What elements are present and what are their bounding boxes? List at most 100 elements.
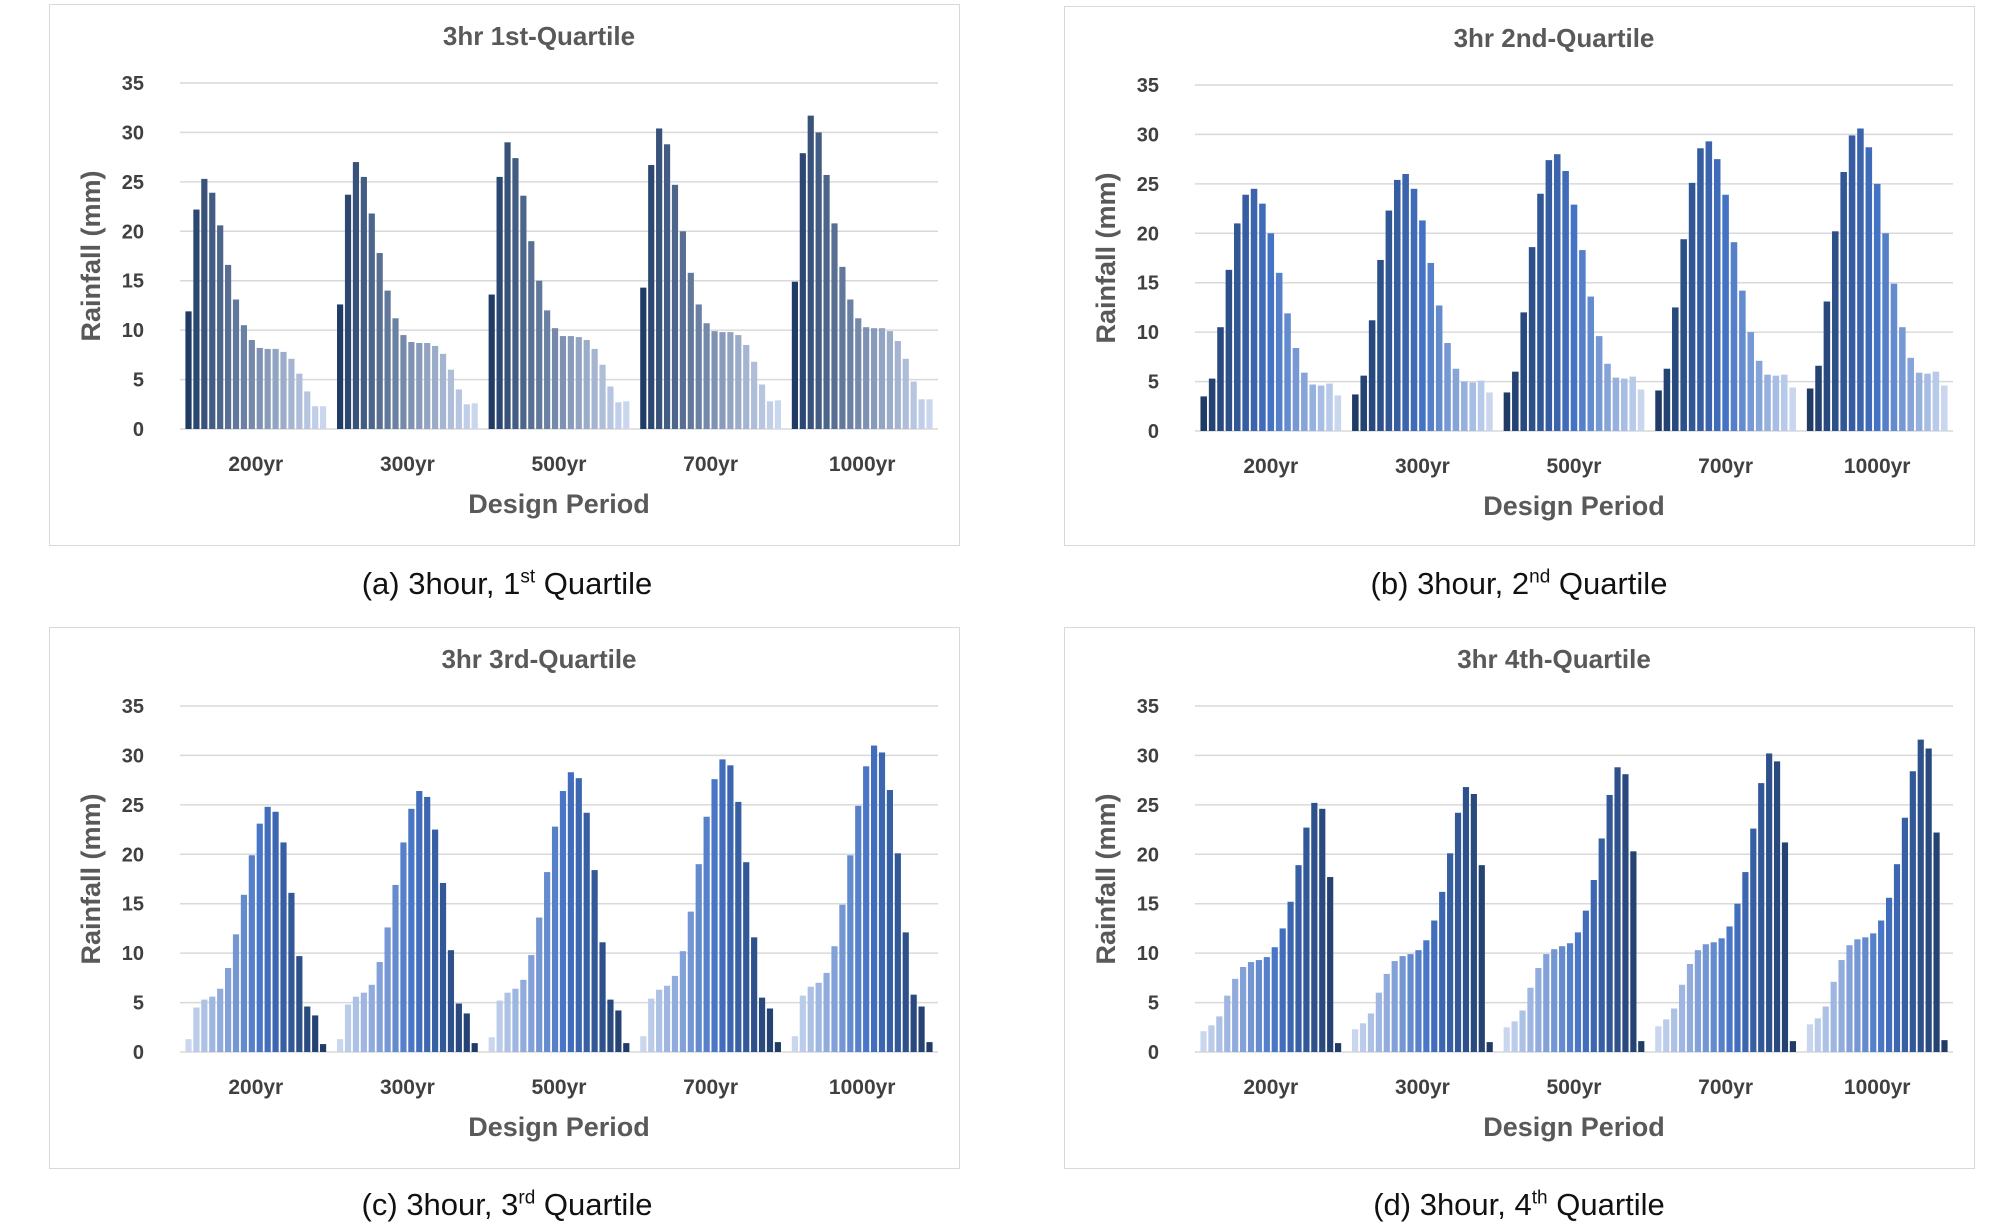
y-axis-label: Rainfall (mm) — [76, 170, 106, 341]
bar — [1415, 950, 1422, 1052]
y-tick-label: 10 — [122, 943, 144, 965]
bar — [240, 325, 248, 429]
bar — [1857, 128, 1864, 432]
bar — [1830, 981, 1837, 1052]
chart-svg: 3hr 4th-Quartile 0 5 10 15 20 25 30 35 Rainfall (… — [1091, 644, 1953, 1142]
y-axis-label: Rainfall (mm) — [76, 793, 106, 964]
bar — [232, 299, 240, 429]
bar — [416, 342, 423, 429]
bar — [217, 988, 224, 1052]
bar — [1772, 375, 1780, 431]
bar — [1637, 389, 1645, 431]
bar — [1559, 946, 1566, 1052]
bar — [1579, 250, 1586, 431]
bar — [1629, 376, 1636, 431]
bar — [392, 884, 399, 1052]
bar — [439, 353, 447, 429]
x-tick-label: 300yr — [380, 453, 435, 476]
bar — [766, 1008, 774, 1052]
caption-prefix: 3hour, — [408, 566, 504, 601]
bar — [1419, 220, 1426, 431]
bar — [1263, 957, 1270, 1052]
bar — [439, 882, 447, 1052]
bar — [536, 280, 543, 429]
bar — [1663, 368, 1671, 431]
bar — [671, 975, 679, 1052]
chart-panel-c: 3hr 3rd-Quartile 0 5 10 15 20 25 30 35 Rainfall (… — [49, 627, 960, 1169]
bar — [727, 765, 734, 1052]
y-tick-label: 5 — [1148, 372, 1159, 394]
bar — [870, 745, 878, 1052]
bar — [1587, 296, 1595, 431]
bar — [272, 348, 279, 429]
bar — [512, 988, 519, 1052]
bar — [447, 369, 455, 429]
bar — [695, 864, 702, 1052]
x-tick-label: 700yr — [1698, 1076, 1753, 1099]
bar — [1224, 995, 1231, 1052]
y-tick-label: 0 — [133, 1042, 144, 1064]
bar — [463, 404, 470, 429]
x-axis-label: Design Period — [468, 489, 650, 519]
bar — [1503, 1027, 1510, 1052]
bar — [1535, 967, 1542, 1052]
bar — [1932, 371, 1940, 431]
y-tick-label: 10 — [1137, 322, 1159, 344]
bar — [1461, 381, 1468, 431]
y-tick-label: 20 — [122, 221, 144, 243]
x-tick-label: 500yr — [1547, 1076, 1602, 1099]
bar — [583, 340, 590, 429]
bar — [1359, 1023, 1367, 1052]
chart-panel-b: 3hr 2nd-Quartile 0 5 10 15 20 25 30 35 Rainfall (… — [1064, 6, 1975, 546]
bar — [1688, 182, 1696, 431]
bar — [799, 995, 806, 1052]
bar — [591, 348, 598, 429]
bar — [1901, 817, 1908, 1052]
bar — [640, 287, 647, 429]
bar — [1393, 179, 1401, 431]
bar — [408, 342, 415, 429]
bar — [823, 972, 830, 1052]
bar — [1377, 259, 1384, 431]
bar — [1893, 864, 1901, 1052]
bar — [679, 951, 686, 1052]
y-tick-label: 15 — [1137, 894, 1159, 916]
bar — [663, 985, 671, 1052]
bar — [1832, 231, 1839, 431]
bar — [1247, 962, 1255, 1052]
bar — [1410, 188, 1418, 431]
bar — [1663, 1019, 1670, 1052]
bar — [583, 812, 590, 1052]
bar — [447, 950, 455, 1052]
bar — [1758, 783, 1765, 1052]
bar — [1267, 233, 1275, 431]
caption-suffix: th — [1531, 1187, 1548, 1209]
bar — [536, 917, 543, 1052]
bar — [312, 1015, 319, 1052]
bar — [894, 853, 901, 1052]
bar — [217, 225, 224, 429]
bar — [1614, 767, 1621, 1052]
bar — [774, 1042, 781, 1052]
bar — [1200, 396, 1208, 431]
bar — [256, 823, 263, 1052]
bar — [599, 364, 606, 429]
bar — [1402, 173, 1409, 431]
bar — [528, 955, 535, 1052]
bar — [648, 998, 655, 1052]
bar — [1292, 347, 1300, 431]
bar — [703, 323, 710, 429]
caption-word: Quartile — [543, 1187, 653, 1222]
bar — [1503, 392, 1511, 431]
bar — [847, 299, 854, 429]
y-axis-label: Rainfall (mm) — [1091, 172, 1121, 343]
bar — [1319, 808, 1326, 1052]
bar — [337, 1039, 344, 1052]
bar — [831, 223, 838, 429]
bar — [344, 194, 352, 429]
chart-title: 3hr 2nd-Quartile — [1454, 23, 1655, 53]
y-tick-label: 35 — [122, 696, 144, 718]
bar — [264, 348, 271, 429]
bar — [559, 336, 567, 429]
bar — [185, 311, 192, 429]
